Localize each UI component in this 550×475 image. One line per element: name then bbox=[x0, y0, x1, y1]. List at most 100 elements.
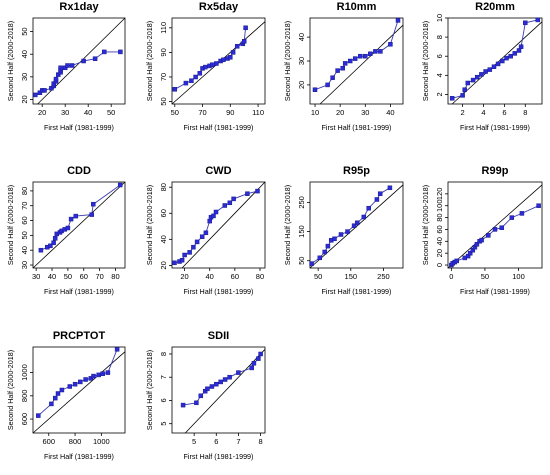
x-tick-label: 0 bbox=[449, 272, 453, 281]
data-point bbox=[258, 351, 263, 357]
data-point bbox=[338, 232, 344, 237]
one-to-one-line bbox=[319, 24, 404, 105]
y-tick-label: 4 bbox=[435, 73, 444, 77]
y-tick-label: 40 bbox=[297, 33, 306, 41]
data-point bbox=[251, 361, 257, 366]
data-point bbox=[68, 216, 74, 222]
y-tick-label: 60 bbox=[435, 225, 444, 233]
x-tick-label: 30 bbox=[32, 272, 40, 281]
x-tick-label: 40 bbox=[84, 108, 92, 117]
data-point bbox=[236, 370, 241, 375]
data-point bbox=[245, 191, 250, 196]
data-point bbox=[366, 205, 371, 211]
data-point bbox=[187, 250, 192, 255]
chart-title: SDII bbox=[208, 330, 229, 342]
data-point bbox=[351, 223, 357, 228]
data-point bbox=[96, 372, 101, 378]
data-point bbox=[373, 49, 378, 54]
x-tick-label: 80 bbox=[111, 272, 119, 281]
data-point bbox=[368, 51, 373, 57]
data-point bbox=[355, 220, 360, 226]
plot-frame bbox=[171, 17, 266, 105]
data-point bbox=[117, 182, 123, 188]
data-point bbox=[65, 225, 71, 231]
data-point bbox=[312, 87, 318, 92]
data-point bbox=[221, 57, 226, 63]
y-tick-label: 30 bbox=[297, 57, 306, 65]
y-tick-label: 20 bbox=[435, 249, 444, 257]
data-point bbox=[172, 87, 178, 92]
x-tick-label: 70 bbox=[95, 272, 103, 281]
x-tick-label: 1000 bbox=[93, 437, 110, 446]
data-point bbox=[374, 197, 380, 202]
y-axis-label: Second Half (2000-2018) bbox=[283, 21, 292, 101]
series-line bbox=[35, 51, 121, 96]
data-point bbox=[449, 96, 455, 101]
data-point bbox=[491, 64, 497, 69]
data-point bbox=[38, 247, 44, 253]
plot-frame bbox=[309, 17, 404, 105]
data-point bbox=[228, 55, 233, 60]
chart-title: Rx5day bbox=[199, 1, 239, 13]
y-tick-label: 70 bbox=[159, 73, 168, 81]
y-tick-label: 20 bbox=[20, 95, 29, 103]
data-point bbox=[378, 49, 383, 54]
chart-r10mm: R10mm 10 20 30 40 20 30 40 First Half (1981-1999… bbox=[283, 1, 404, 132]
x-tick-label: 800 bbox=[69, 437, 82, 446]
data-point bbox=[227, 200, 233, 206]
y-axis-label: Second Half (2000-2018) bbox=[6, 185, 15, 265]
data-point bbox=[194, 400, 199, 406]
y-tick-label: 6 bbox=[159, 398, 168, 402]
data-point bbox=[325, 82, 330, 88]
data-point bbox=[519, 211, 525, 216]
data-point bbox=[218, 379, 223, 385]
series-line bbox=[174, 190, 258, 264]
plot-frame bbox=[171, 181, 266, 269]
data-point bbox=[36, 413, 41, 418]
data-point bbox=[191, 244, 196, 250]
y-tick-label: 50 bbox=[20, 231, 29, 239]
plot-frame bbox=[447, 181, 543, 269]
data-point bbox=[37, 90, 43, 95]
data-point bbox=[88, 376, 94, 381]
x-axis-label: First Half (1981-1999) bbox=[44, 123, 114, 132]
plot-frame bbox=[447, 17, 543, 105]
data-point bbox=[78, 379, 83, 385]
x-tick-label: 20 bbox=[38, 108, 46, 117]
data-point bbox=[92, 56, 98, 61]
data-point bbox=[203, 230, 209, 236]
data-point bbox=[347, 58, 353, 64]
x-axis-label: First Half (1981-1999) bbox=[184, 452, 254, 461]
x-axis-label: First Half (1981-1999) bbox=[184, 287, 254, 296]
y-tick-label: 150 bbox=[297, 225, 306, 238]
data-point bbox=[33, 92, 38, 98]
y-tick-label: 50 bbox=[20, 27, 29, 35]
one-to-one-line bbox=[37, 17, 126, 105]
series-line bbox=[452, 19, 538, 99]
x-tick-label: 8 bbox=[523, 108, 527, 117]
chart-sdii: SDII 5 6 7 8 5 6 7 8 First Half (1981-1999) Second… bbox=[145, 330, 266, 461]
data-point bbox=[52, 236, 58, 241]
y-tick-label: 250 bbox=[297, 196, 306, 209]
data-point bbox=[214, 61, 219, 66]
y-tick-label: 40 bbox=[435, 237, 444, 245]
y-tick-label: 600 bbox=[20, 413, 29, 426]
x-tick-label: 30 bbox=[61, 108, 69, 117]
y-tick-label: 80 bbox=[20, 187, 29, 195]
y-tick-label: 8 bbox=[159, 352, 168, 356]
data-point bbox=[492, 227, 498, 232]
data-point bbox=[114, 347, 120, 352]
chart-title: R20mm bbox=[475, 1, 515, 13]
data-point bbox=[500, 58, 505, 64]
data-point bbox=[81, 58, 86, 64]
x-axis-label: First Half (1981-1999) bbox=[322, 287, 392, 296]
data-point bbox=[342, 61, 348, 66]
data-point bbox=[179, 257, 185, 263]
data-point bbox=[509, 215, 515, 220]
data-point bbox=[465, 80, 471, 86]
data-point bbox=[72, 381, 78, 387]
y-tick-label: 100 bbox=[435, 199, 444, 212]
y-tick-label: 60 bbox=[159, 209, 168, 217]
y-tick-label: 10 bbox=[435, 14, 444, 22]
y-tick-label: 20 bbox=[297, 81, 306, 89]
